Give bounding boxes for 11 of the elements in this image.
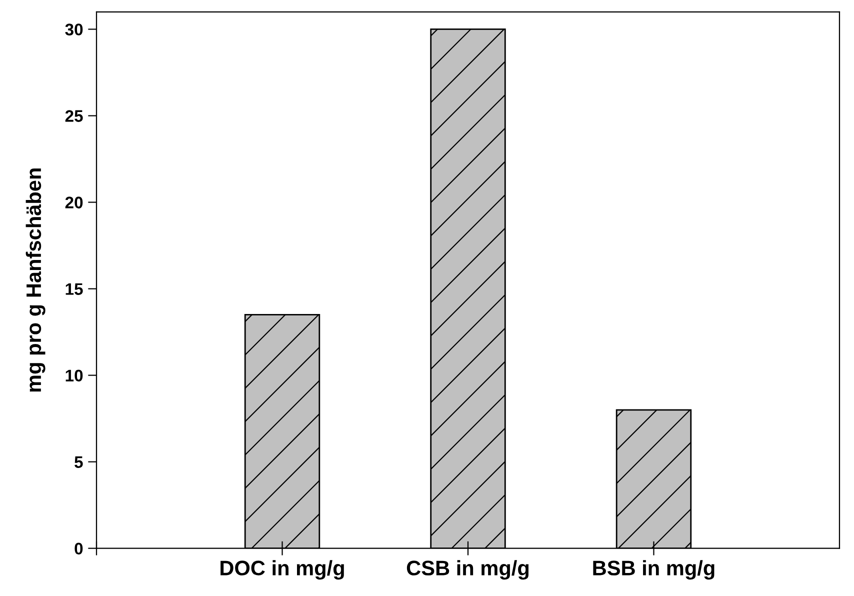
- y-tick-label: 0: [74, 542, 83, 555]
- y-tick-label: 5: [74, 456, 83, 468]
- x-tick-label: DOC in mg/g: [220, 560, 344, 580]
- y-tick-label: 25: [65, 110, 83, 122]
- y-tick-label: 10: [66, 370, 83, 382]
- y-tick-label: 30: [65, 24, 83, 36]
- x-tick-label: CSB in mg/g: [406, 560, 529, 580]
- x-tick-label: BSB in mg/g: [593, 560, 714, 580]
- y-tick-label: 20: [65, 196, 83, 208]
- y-tick-label: 15: [66, 283, 83, 295]
- y-axis-title: mg pro g Hanfschäben: [26, 168, 46, 392]
